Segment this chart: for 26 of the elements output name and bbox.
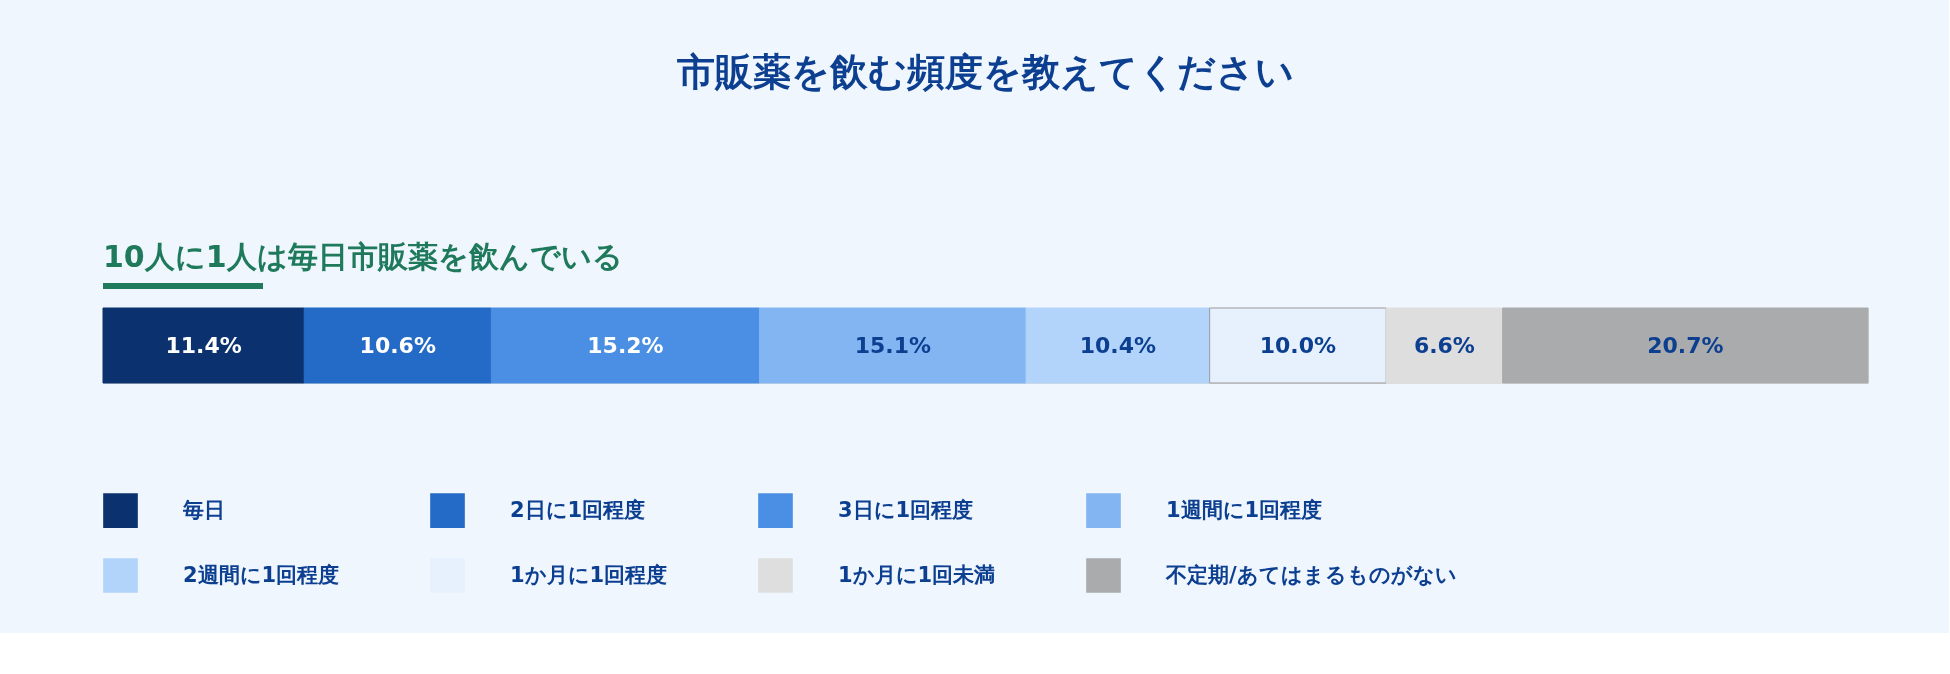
chart-title: 市販薬を飲む頻度を教えてください — [677, 50, 1294, 94]
data-label: 15.1% — [854, 332, 931, 358]
bar — [1209, 307, 1387, 384]
chart-subtitle: 10人に1人は毎日市販薬を飲んでいる — [103, 239, 623, 274]
legend-label: 1週間に1回程度 — [1166, 497, 1323, 522]
bar — [759, 307, 1027, 384]
bar — [102, 307, 305, 384]
data-label: 20.7% — [1647, 332, 1724, 358]
bar — [303, 307, 492, 384]
data-label: 15.2% — [587, 332, 664, 358]
data-label: 10.0% — [1259, 332, 1337, 358]
legend-label: 1か月に1回未満 — [838, 562, 996, 587]
legend-label: 1か月に1回程度 — [510, 562, 668, 587]
legend-label: 2日に1回程度 — [510, 497, 646, 522]
bar — [1385, 307, 1504, 384]
data-label: 6.6% — [1413, 332, 1475, 358]
bar — [1025, 307, 1211, 384]
data-label: 11.4% — [165, 332, 242, 358]
legend-label: 2週間に1回程度 — [183, 562, 340, 587]
legend-label: 3日に1回程度 — [838, 497, 974, 522]
bar — [1502, 307, 1869, 384]
bar — [490, 307, 761, 384]
data-label: 10.4% — [1079, 332, 1157, 358]
data-label: 10.6% — [359, 332, 436, 358]
legend-label: 毎日 — [182, 497, 225, 522]
legend-label: 不定期/あてはまるものがない — [1165, 562, 1457, 587]
